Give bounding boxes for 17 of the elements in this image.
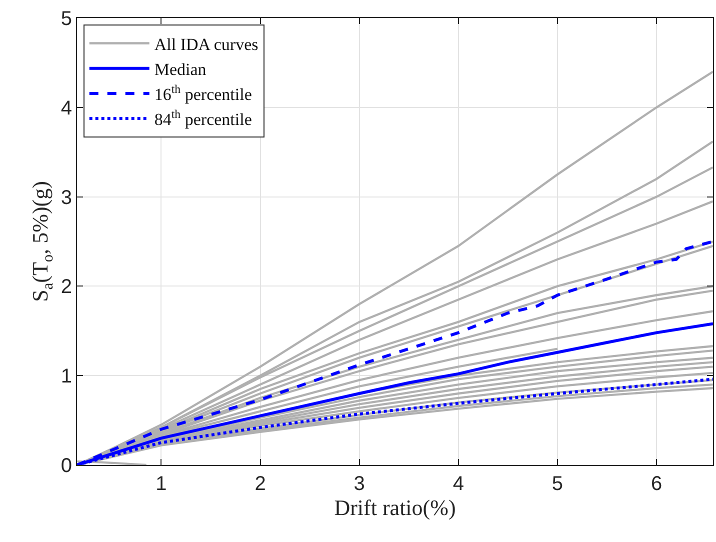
legend-label: 84$^{th}$ percentile bbox=[154, 107, 252, 130]
legend-label: 16$^{th}$ percentile bbox=[154, 82, 252, 104]
x-tick-label: 6 bbox=[650, 473, 662, 495]
x-tick-label: 1 bbox=[156, 473, 167, 495]
y-tick-label: 3 bbox=[60, 186, 72, 209]
y-tick-label: 0 bbox=[60, 455, 72, 477]
y-tick-label: 4 bbox=[60, 97, 72, 120]
y-tick-label: 5 bbox=[60, 8, 72, 30]
legend-label: Median bbox=[154, 60, 207, 79]
y-tick-label: 1 bbox=[60, 366, 72, 388]
y-tick-label: 2 bbox=[60, 276, 72, 298]
x-axis-title: Drift ratio(%) bbox=[334, 495, 456, 520]
legend-label: All IDA curves bbox=[154, 34, 258, 54]
x-tick-label: 5 bbox=[552, 473, 564, 495]
x-tick-label: 4 bbox=[452, 473, 464, 495]
x-tick-label: 2 bbox=[254, 473, 266, 495]
x-tick-label: 3 bbox=[354, 473, 365, 495]
